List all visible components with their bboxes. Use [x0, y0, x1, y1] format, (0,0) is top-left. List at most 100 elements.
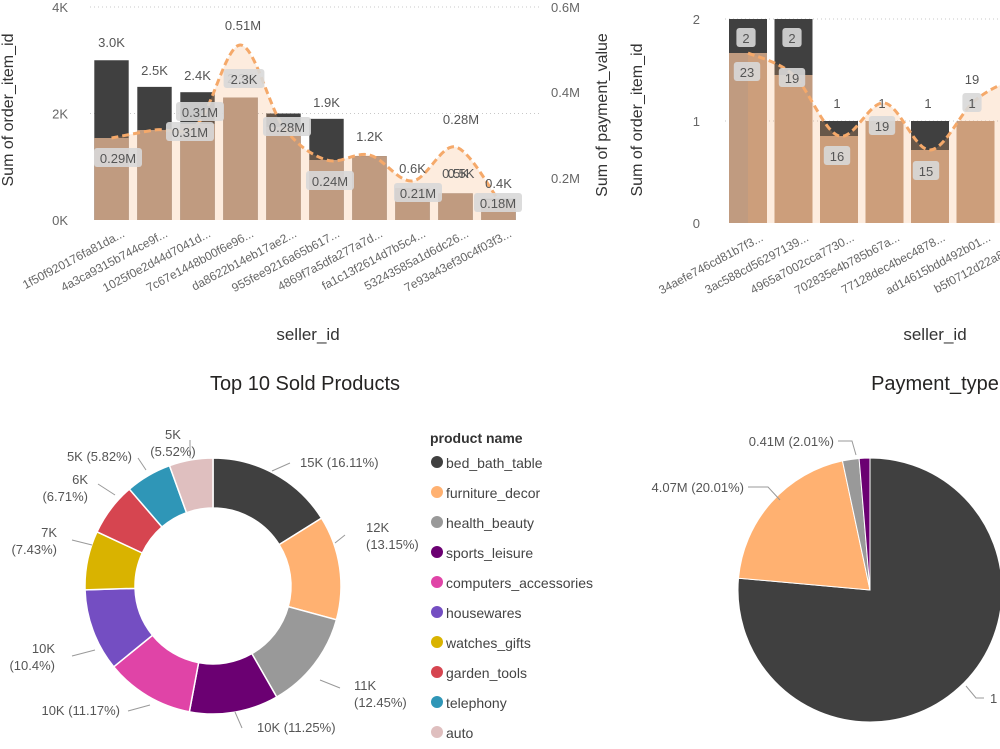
- payment-type-pie-chart[interactable]: Payment_type 4.07M (20.01%) 0.41M (2.01%)…: [652, 373, 1000, 723]
- bar-data-label-bg: [223, 69, 265, 88]
- line-data-label: 0.24M: [312, 174, 348, 189]
- top-products-donut-chart[interactable]: Top 10 Sold Products 15K (16.11%) 12K (13.…: [9, 373, 593, 741]
- bar-data-label: 2: [742, 31, 749, 46]
- slice-label-line: (5.52%): [150, 444, 196, 459]
- line-data-label: 0.51M: [225, 18, 261, 33]
- slice-label: 1: [990, 691, 997, 706]
- slice-label: 15K (16.11%): [300, 455, 379, 470]
- leader-line: [748, 486, 781, 501]
- line-data-label: 0.31M: [172, 125, 208, 140]
- line-data-label: 1: [968, 96, 975, 111]
- legend-marker: [431, 696, 443, 708]
- overlap-bar: [137, 130, 172, 220]
- legend-title: product name: [430, 430, 523, 446]
- slice-label: 12K (13.15%): [366, 520, 419, 552]
- line-data-label-bg: [394, 183, 442, 202]
- line-data-label-bg: [474, 193, 522, 212]
- slice-label-line: 5K: [165, 427, 181, 442]
- legend-marker: [431, 486, 443, 498]
- y-left-axis-label: Sum of order_item_id: [629, 44, 646, 197]
- chart-title: Payment_type: [871, 373, 999, 395]
- line-data-label-bg: [823, 146, 851, 165]
- bar-data-label: 2.3K: [231, 72, 258, 87]
- y-left-tick: 0K: [52, 213, 68, 228]
- bar-data-label-bg: [782, 28, 802, 47]
- slice-label: 7K (7.43%): [11, 525, 57, 557]
- legend-item-label: sports_leisure: [446, 545, 533, 561]
- x-axis-label: seller_id: [276, 325, 339, 344]
- line-data-label: 19: [785, 71, 799, 86]
- y-right-axis-label: Sum of payment_value: [594, 33, 611, 197]
- line-data-label-bg: [263, 117, 311, 136]
- overlap-bar: [956, 121, 995, 223]
- slice-labels: 15K (16.11%) 12K (13.15%) 11K (12.45%) 10K (1…: [9, 427, 418, 735]
- leader-line: [97, 483, 116, 496]
- legend-item-label: watches_gifts: [445, 635, 531, 651]
- slice-label-line: 10K: [32, 641, 55, 656]
- leader-line: [234, 711, 243, 729]
- y-left-tick: 1: [693, 114, 700, 129]
- overlap-bar: [223, 97, 258, 220]
- area-series: [729, 51, 1000, 223]
- legend-marker: [431, 546, 443, 558]
- bar-data-label: 1: [833, 96, 840, 111]
- overlap-bar: [266, 127, 301, 220]
- overlap-bar: [865, 121, 904, 223]
- line-data-label-bg: [166, 122, 214, 141]
- axis-ticks: 0K 2K 4K 0.2M 0.4M 0.6M: [52, 0, 580, 228]
- slice-label: 0.41M (2.01%): [749, 434, 834, 449]
- line-data-label-bg: [962, 93, 982, 112]
- seller-combo-chart-right[interactable]: Sum of order_item_id seller_id 0 1 2 2 2 1 1 1…: [629, 12, 1000, 344]
- line-data-label: 0.28M: [269, 120, 305, 135]
- leader-line: [965, 685, 984, 699]
- y-right-tick: 0.6M: [551, 0, 580, 15]
- bar-data-label-bg: [736, 28, 756, 47]
- slice-label-line: 12K: [366, 520, 389, 535]
- leader-line: [838, 440, 857, 456]
- slice-label: 4.07M (20.01%): [652, 480, 745, 495]
- legend-item-label: health_beauty: [446, 515, 534, 531]
- bar-data-label: 1: [924, 96, 931, 111]
- leader-line: [319, 679, 341, 689]
- bar-data-label: 2.4K: [184, 68, 211, 83]
- overlap-bar: [438, 193, 473, 220]
- bar-data-label: 0.6K: [399, 161, 426, 176]
- axis-ticks: 0 1 2: [693, 12, 700, 231]
- y-left-tick: 0: [693, 216, 700, 231]
- slice-labels: 4.07M (20.01%) 0.41M (2.01%) 1: [652, 434, 998, 706]
- y-left-tick: 2K: [52, 107, 68, 122]
- line-data-label-bg: [733, 62, 761, 81]
- leader-line: [71, 539, 93, 546]
- slice-label: 10K (11.17%): [41, 703, 120, 718]
- bar-data-label: 1.2K: [356, 129, 383, 144]
- line-data-label-bg: [868, 116, 896, 135]
- slice-label-line: (12.45%): [354, 695, 407, 710]
- seller-combo-chart-left[interactable]: Sum of order_item_id Sum of payment_valu…: [0, 0, 611, 344]
- chart-title: Top 10 Sold Products: [210, 373, 400, 395]
- line-data-label: 0.18M: [480, 196, 516, 211]
- line-data-label-bg: [912, 161, 940, 180]
- line-data-label: 19: [875, 119, 889, 134]
- line-data-label: 23: [740, 65, 754, 80]
- slice-label: 11K (12.45%): [354, 678, 407, 710]
- pie-slices: [737, 457, 1000, 723]
- slice-label-line: 11K: [354, 678, 376, 693]
- x-axis-label: seller_id: [903, 325, 966, 344]
- slice-label-line: 6K: [72, 472, 88, 487]
- legend[interactable]: product name bed_bath_table furniture_dec…: [430, 430, 593, 741]
- line-data-label: 0.31M: [182, 105, 218, 120]
- leader-line: [137, 457, 147, 471]
- donut-slice: [168, 457, 214, 514]
- legend-item-label: telephony: [446, 695, 507, 711]
- legend-marker: [431, 456, 443, 468]
- bar-data-label: 2.5K: [141, 63, 168, 78]
- bar-data-label: 2: [788, 31, 795, 46]
- y-left-tick: 2: [693, 12, 700, 27]
- slice-label: 5K (5.82%): [67, 449, 132, 464]
- pie-slice: [858, 457, 871, 591]
- line-data-label-bg: [778, 68, 806, 87]
- legend-marker: [431, 576, 443, 588]
- y-right-tick: 0.2M: [551, 171, 580, 186]
- legend-marker: [431, 726, 443, 738]
